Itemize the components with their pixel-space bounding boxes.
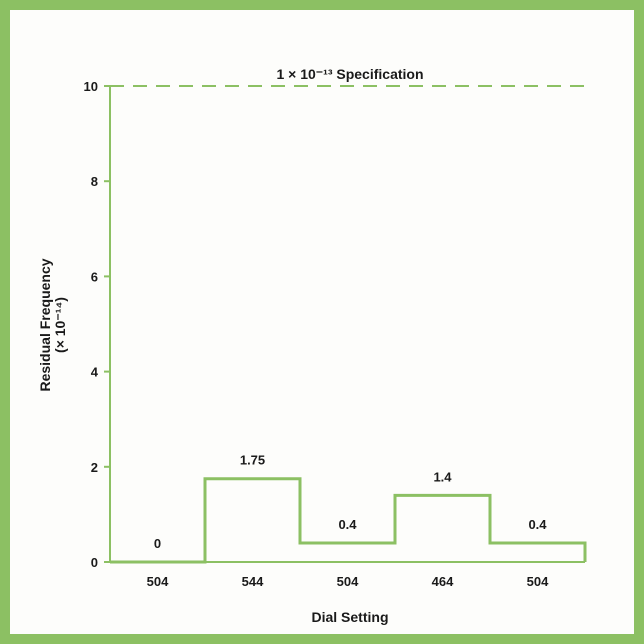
y-tick-label: 10	[84, 79, 98, 94]
y-tick-label: 6	[91, 269, 98, 284]
x-tick-label: 504	[147, 574, 169, 589]
y-axis-title: Residual Frequency	[37, 258, 53, 391]
data-label: 0.4	[528, 517, 547, 532]
y-axis-title-unit: (× 10⁻¹⁴)	[52, 297, 68, 353]
data-label: 1.75	[240, 453, 265, 468]
y-tick-label: 2	[91, 460, 98, 475]
x-tick-label: 544	[242, 574, 264, 589]
axes: 0 2 4 6 8 10 504 544 504 464 504	[84, 79, 585, 589]
series-step-line	[110, 477, 587, 564]
x-axis-title: Dial Setting	[311, 609, 388, 625]
y-tick-label: 8	[91, 174, 98, 189]
data-label: 0.4	[338, 517, 357, 532]
y-tick-label: 0	[91, 555, 98, 570]
data-label: 0	[154, 536, 161, 551]
chart-marks: 0 1.75 0.4 1.4 0.4	[110, 85, 587, 564]
x-tick-label: 464	[432, 574, 454, 589]
specification-label: 1 × 10⁻¹³ Specification	[276, 66, 423, 82]
y-axis-title-group: Residual Frequency (× 10⁻¹⁴)	[37, 258, 68, 391]
x-tick-label: 504	[337, 574, 359, 589]
y-tick-label: 4	[91, 365, 99, 380]
x-tick-label: 504	[527, 574, 549, 589]
data-label: 1.4	[433, 469, 452, 484]
